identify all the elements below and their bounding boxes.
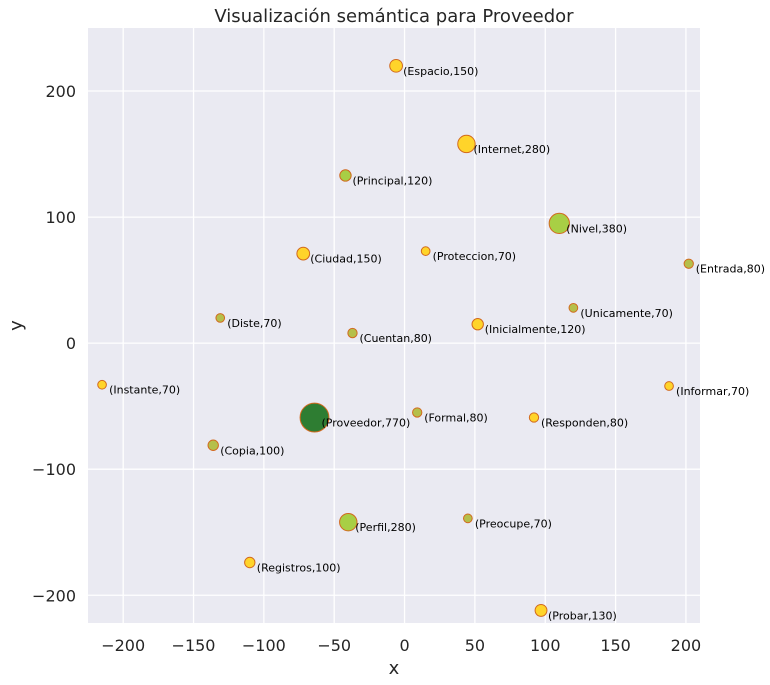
y-tick-label: −200 bbox=[32, 586, 76, 605]
x-tick-label: −200 bbox=[101, 636, 145, 655]
point-perfil bbox=[339, 512, 358, 532]
point-registros bbox=[244, 556, 256, 569]
point-label-unicamente: (Unicamente,70) bbox=[580, 307, 672, 320]
y-tick-label: −100 bbox=[32, 460, 76, 479]
point-instante bbox=[97, 379, 107, 390]
point-label-ciudad: (Ciudad,150) bbox=[310, 253, 382, 266]
point-preocupe bbox=[463, 513, 473, 524]
point-label-principal: (Principal,120) bbox=[352, 174, 432, 187]
point-label-cuentan: (Cuentan,80) bbox=[359, 332, 432, 345]
x-tick-label: −150 bbox=[172, 636, 216, 655]
x-tick-labels: −200 −150 −100 −50 0 50 100 150 200 bbox=[101, 636, 701, 655]
point-internet bbox=[457, 134, 476, 154]
point-label-diste: (Diste,70) bbox=[227, 317, 281, 330]
point-proteccion bbox=[420, 246, 431, 256]
point-inicialmente bbox=[471, 318, 484, 331]
point-label-perfil: (Perfil,280) bbox=[355, 521, 416, 534]
point-nivel bbox=[548, 212, 570, 235]
point-label-inicialmente: (Inicialmente,120) bbox=[485, 323, 586, 336]
point-formal bbox=[412, 407, 423, 418]
x-tick-label: 50 bbox=[465, 636, 485, 655]
point-diste bbox=[215, 313, 226, 323]
point-espacio bbox=[389, 58, 403, 73]
point-label-preocupe: (Preocupe,70) bbox=[475, 517, 552, 530]
y-axis-label: y bbox=[6, 320, 27, 331]
point-copia bbox=[207, 439, 219, 451]
point-probar bbox=[534, 603, 548, 617]
x-tick-label: 200 bbox=[671, 636, 702, 655]
point-label-nivel: (Nivel,380) bbox=[566, 222, 627, 235]
x-tick-label: 100 bbox=[530, 636, 561, 655]
point-label-internet: (Internet,280) bbox=[473, 143, 550, 156]
point-entrada bbox=[683, 258, 694, 269]
point-principal bbox=[339, 169, 352, 182]
point-labels: (Espacio,150) (Internet,280) (Principal,12… bbox=[109, 65, 765, 623]
point-label-formal: (Formal,80) bbox=[424, 411, 488, 424]
chart-title: Visualización semántica para Proveedor bbox=[214, 6, 574, 27]
point-label-proveedor: (Proveedor,770) bbox=[322, 417, 411, 430]
x-tick-label: 0 bbox=[399, 636, 409, 655]
plot-area bbox=[88, 28, 700, 623]
point-label-informar: (Informar,70) bbox=[676, 385, 749, 398]
point-responden bbox=[528, 412, 540, 423]
data-points bbox=[97, 58, 694, 617]
point-label-instante: (Instante,70) bbox=[109, 384, 180, 397]
point-label-entrada: (Entrada,80) bbox=[696, 263, 765, 276]
point-proveedor bbox=[299, 402, 330, 433]
point-informar bbox=[664, 381, 674, 391]
x-tick-label: −100 bbox=[242, 636, 286, 655]
point-label-espacio: (Espacio,150) bbox=[403, 65, 478, 78]
x-axis-label: x bbox=[389, 658, 400, 679]
point-label-responden: (Responden,80) bbox=[541, 417, 628, 430]
point-unicamente bbox=[568, 303, 579, 313]
point-ciudad bbox=[296, 246, 311, 261]
point-cuentan bbox=[347, 327, 358, 339]
y-tick-label: 200 bbox=[45, 82, 76, 101]
point-label-probar: (Probar,130) bbox=[548, 609, 617, 622]
grid-lines bbox=[88, 28, 700, 623]
point-label-registros: (Registros,100) bbox=[257, 561, 341, 574]
x-tick-label: 150 bbox=[600, 636, 631, 655]
point-label-proteccion: (Proteccion,70) bbox=[433, 250, 516, 263]
y-tick-label: 100 bbox=[45, 208, 76, 227]
y-tick-label: 0 bbox=[66, 334, 76, 353]
y-tick-labels: −200 −100 0 100 200 bbox=[32, 82, 76, 605]
point-label-copia: (Copia,100) bbox=[220, 444, 284, 457]
x-tick-label: −50 bbox=[317, 636, 351, 655]
